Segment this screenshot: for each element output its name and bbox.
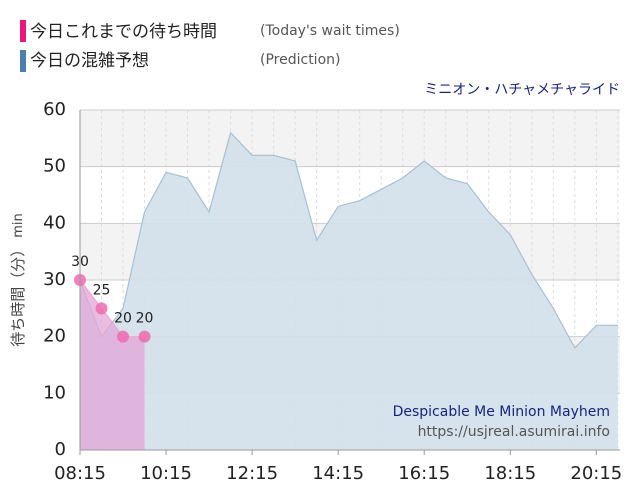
y-tick-label: 40 [43,212,66,233]
legend-label: 今日これまでの待ち時間 [30,22,217,42]
y-tick-label: 20 [43,326,66,347]
point [138,330,151,343]
y-unit: min [11,213,26,238]
area-line [79,279,145,338]
x-tick-label: 20:15 [570,463,622,484]
y-tick-label: 10 [43,382,66,403]
data-label: 25 [93,282,111,298]
point [95,302,108,315]
y-label: 待ち時間（分） [9,242,27,347]
legend-label-en: (Today's wait times) [260,23,400,39]
legend-swatch [20,50,26,72]
x-tick-label: 12:15 [226,463,278,484]
y-tick-label: 60 [43,99,66,120]
data-label: 20 [136,311,154,327]
area-fill [80,280,145,450]
y-axis-label: 待ち時間（分） min [9,213,27,347]
chart-title: ミニオン・ハチャメチャライド [424,82,620,98]
watermark-source: https://usjreal.asumirai.info [418,424,610,440]
point [117,330,130,343]
x-tick-label: 10:15 [140,463,192,484]
y-tick-label: 0 [55,439,66,460]
y-tick-label: 50 [43,156,66,177]
x-tick-label: 16:15 [398,463,450,484]
area-line [79,131,618,350]
plot: 0 10 20 30 40 50 60 08:15 10:15 12:15 14:15 16:15 18… [43,99,622,484]
x-tick-label: 08:15 [54,463,106,484]
legend-label: 今日の混雑予想 [30,51,149,71]
legend-swatch [20,20,26,42]
watermark-title: Despicable Me Minion Mayhem [393,404,610,420]
y-tick-label: 30 [43,269,66,290]
area-fill [80,132,618,450]
x-tick-label: 14:15 [312,463,364,484]
x-tick-label: 18:15 [484,463,536,484]
band [80,110,620,167]
legend-label-en: (Prediction) [260,52,340,68]
data-label: 20 [114,311,132,327]
